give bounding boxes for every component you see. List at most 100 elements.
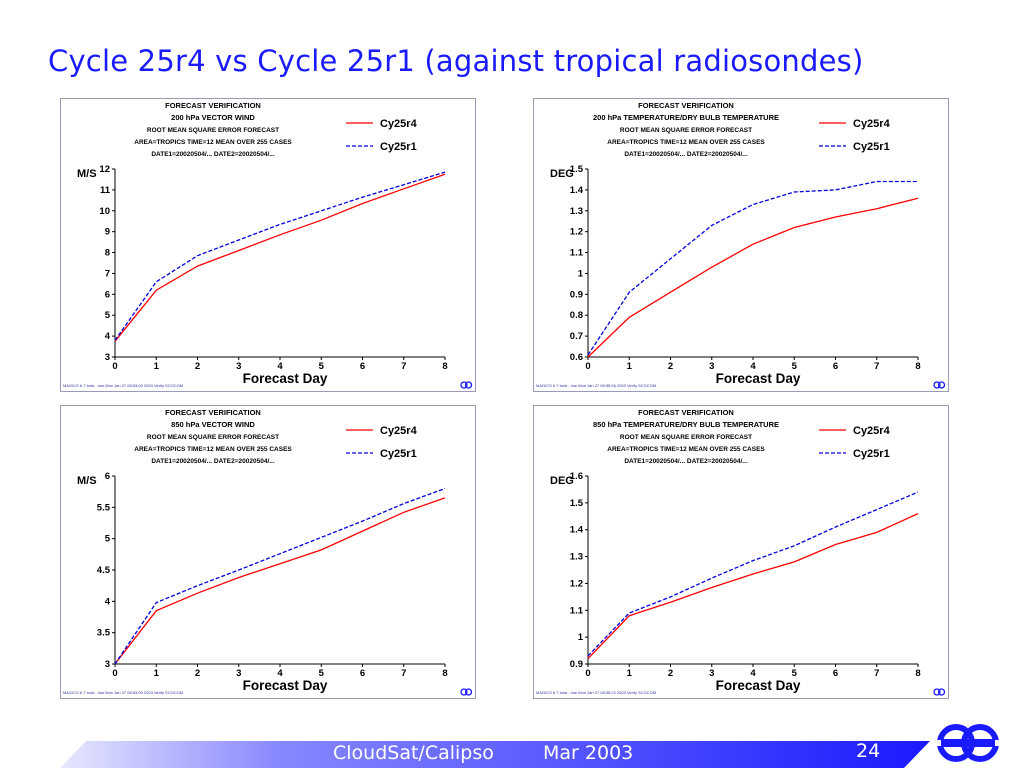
x-tick-label: 7 <box>874 668 879 679</box>
chart-panel-200hpa-temperature: FORECAST VERIFICATION 200 hPa TEMPERATURE… <box>533 98 949 392</box>
x-tick-label: 8 <box>442 668 447 679</box>
x-axis-label: Forecast Day <box>243 678 328 693</box>
y-tick-label: 3 <box>105 659 110 670</box>
chart-logo-ring <box>460 381 468 389</box>
chart-header-line: ROOT MEAN SQUARE ERROR FORECAST <box>147 434 279 441</box>
footer-bar <box>60 741 930 768</box>
x-tick-label: 3 <box>236 361 241 372</box>
y-tick-label: 1.3 <box>570 552 583 563</box>
series-line-cy25r4 <box>114 497 446 665</box>
y-tick-label: 1.2 <box>570 227 583 238</box>
x-tick-label: 6 <box>360 668 365 679</box>
x-tick-label: 2 <box>668 361 673 372</box>
x-tick-label: 0 <box>585 668 590 679</box>
x-tick-label: 1 <box>154 361 160 372</box>
chart-logo-ring <box>933 688 941 696</box>
y-tick-label: 1 <box>578 632 584 643</box>
x-tick-label: 0 <box>585 361 590 372</box>
legend-label: Cy25r4 <box>380 425 418 437</box>
chart-logo-icon <box>933 688 946 696</box>
legend-label: Cy25r4 <box>853 425 891 437</box>
chart-logo-ring <box>933 381 941 389</box>
x-tick-label: 6 <box>833 668 838 679</box>
y-tick-label: 0.7 <box>570 331 583 342</box>
chart-logo-ring <box>464 688 473 696</box>
y-tick-label: 9 <box>105 227 110 238</box>
y-tick-label: 4 <box>105 331 111 342</box>
y-tick-label: 11 <box>100 185 111 196</box>
x-tick-label: 3 <box>236 668 241 679</box>
y-tick-label: 4 <box>105 596 111 607</box>
legend-label: Cy25r4 <box>853 118 891 130</box>
chart-footnote: MAGICS 6.7 bola - nse Mon Jan 27 08:53:0… <box>63 383 183 388</box>
y-axis-label: DEG <box>550 475 574 487</box>
chart-header-line: DATE1=20020504/... DATE2=20020504/... <box>151 151 275 158</box>
chart-header-line: ROOT MEAN SQUARE ERROR FORECAST <box>620 434 752 441</box>
chart-footnote: MAGICS 6.7 bola - nse Mon Jan 27 08:53:0… <box>63 690 183 695</box>
series-line-cy25r1 <box>114 487 446 665</box>
footer-date: Mar 2003 <box>543 742 634 764</box>
y-tick-label: 1.1 <box>570 248 584 259</box>
chart-logo-icon <box>933 381 946 389</box>
legend-label: Cy25r1 <box>380 448 417 460</box>
series-line-cy25r4 <box>114 173 446 342</box>
y-tick-label: 1.4 <box>570 525 584 536</box>
chart-header-line: FORECAST VERIFICATION <box>165 101 261 110</box>
series-line-cy25r1 <box>114 171 446 341</box>
x-tick-label: 1 <box>627 668 633 679</box>
y-axis-label: DEG <box>550 168 574 180</box>
series-line-cy25r4 <box>587 513 919 660</box>
chart-header-line: ROOT MEAN SQUARE ERROR FORECAST <box>620 127 752 134</box>
y-tick-label: 5.5 <box>97 502 111 513</box>
footer-left-text: CloudSat/Calipso <box>333 742 494 764</box>
x-tick-label: 0 <box>112 361 117 372</box>
x-tick-label: 8 <box>915 361 920 372</box>
y-tick-label: 12 <box>99 164 110 175</box>
y-tick-label: 0.6 <box>570 352 583 363</box>
y-axis-label: M/S <box>77 168 97 180</box>
chart-header-line: DATE1=20020504/... DATE2=20020504/... <box>624 458 748 465</box>
y-tick-label: 3 <box>105 352 110 363</box>
chart-panel-850hpa-temperature: FORECAST VERIFICATION 850 hPa TEMPERATURE… <box>533 405 949 699</box>
chart-header-line: AREA=TROPICS TIME=12 MEAN OVER 255 CASES <box>607 139 765 146</box>
chart-200hpa-wind-svg: FORECAST VERIFICATION 200 hPa VECTOR WIND… <box>63 101 473 389</box>
chart-header-line: AREA=TROPICS TIME=12 MEAN OVER 255 CASES <box>134 139 292 146</box>
x-tick-label: 1 <box>627 361 633 372</box>
chart-850hpa-temperature-svg: FORECAST VERIFICATION 850 hPa TEMPERATURE… <box>536 408 946 696</box>
chart-header-line: AREA=TROPICS TIME=12 MEAN OVER 255 CASES <box>607 446 765 453</box>
x-tick-label: 4 <box>277 668 283 679</box>
chart-header-line: 200 hPa VECTOR WIND <box>171 113 255 122</box>
chart-header-line: DATE1=20020504/... DATE2=20020504/... <box>151 458 275 465</box>
y-tick-label: 1 <box>578 268 584 279</box>
x-axis-label: Forecast Day <box>243 371 328 386</box>
chart-logo-ring <box>937 688 946 696</box>
y-tick-label: 5 <box>105 534 111 545</box>
footer-bar-shape <box>60 741 930 768</box>
x-tick-label: 5 <box>792 668 798 679</box>
x-tick-label: 1 <box>154 668 160 679</box>
chart-footnote: MAGICS 6.7 bola - nse Mon Jan 27 08:55:2… <box>536 690 656 695</box>
chart-header-line: FORECAST VERIFICATION <box>165 408 261 417</box>
chart-header-line: ROOT MEAN SQUARE ERROR FORECAST <box>147 127 279 134</box>
x-tick-label: 2 <box>195 361 200 372</box>
y-axis-label: M/S <box>77 475 97 487</box>
y-tick-label: 8 <box>105 248 110 259</box>
x-axis-label: Forecast Day <box>716 371 801 386</box>
chart-850hpa-wind-svg: FORECAST VERIFICATION 850 hPa VECTOR WIND… <box>63 408 473 696</box>
chart-header-line: 850 hPa VECTOR WIND <box>171 420 255 429</box>
x-tick-label: 7 <box>401 361 406 372</box>
x-tick-label: 8 <box>442 361 447 372</box>
y-tick-label: 1.2 <box>570 578 583 589</box>
x-tick-label: 3 <box>709 361 714 372</box>
y-tick-label: 4.5 <box>97 565 111 576</box>
x-tick-label: 4 <box>750 361 756 372</box>
legend-label: Cy25r4 <box>380 118 418 130</box>
chart-panel-200hpa-wind: FORECAST VERIFICATION 200 hPa VECTOR WIND… <box>60 98 476 392</box>
x-tick-label: 2 <box>195 668 200 679</box>
chart-logo-icon <box>460 688 473 696</box>
y-tick-label: 1.5 <box>570 498 584 509</box>
x-tick-label: 5 <box>319 668 325 679</box>
y-tick-label: 6 <box>105 471 110 482</box>
chart-header-line: FORECAST VERIFICATION <box>638 408 734 417</box>
y-tick-label: 7 <box>105 268 110 279</box>
